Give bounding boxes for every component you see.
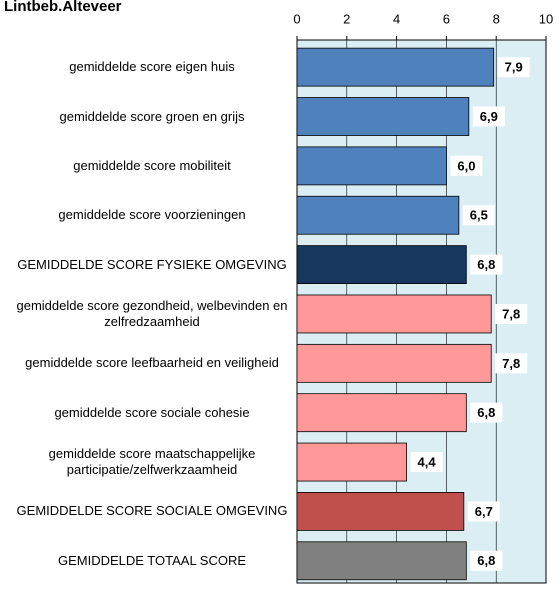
value-label-box — [495, 353, 528, 374]
value-label: 6,7 — [475, 504, 493, 519]
value-label-box — [495, 303, 528, 324]
category-label: GEMIDDELDE SCORE SOCIALE OMGEVING — [16, 503, 288, 519]
category-label: gemiddelde score mobiliteit — [73, 157, 231, 173]
value-label: 6,9 — [480, 109, 498, 124]
value-label-box — [472, 106, 505, 127]
bar — [296, 393, 467, 433]
bar — [296, 541, 467, 581]
value-label-box — [450, 155, 483, 176]
x-tick-label: 8 — [493, 11, 500, 26]
value-label-box — [470, 254, 503, 275]
category-label: GEMIDDELDE TOTAAL SCORE — [57, 552, 247, 568]
value-label: 7,8 — [502, 306, 520, 321]
value-label-box — [470, 402, 503, 423]
chart-title: Lintbeb.Alteveer — [4, 0, 122, 15]
category-label: gemiddelde score maatschappelijke partic… — [48, 446, 256, 478]
value-label: 6,8 — [477, 405, 495, 420]
category-label: gemiddelde score voorzieningen — [58, 207, 246, 223]
value-label-box — [410, 452, 443, 473]
value-label: 7,9 — [505, 60, 523, 75]
bar — [296, 47, 495, 87]
value-label: 7,8 — [502, 356, 520, 371]
category-label: gemiddelde score groen en grijs — [59, 108, 245, 124]
x-tick-label: 0 — [293, 11, 300, 26]
bar — [296, 195, 460, 235]
x-tick-label: 4 — [393, 11, 400, 26]
category-label: GEMIDDELDE SCORE FYSIEKE OMGEVING — [17, 256, 287, 272]
bar — [296, 343, 492, 383]
bar — [296, 294, 492, 334]
value-label-box — [467, 501, 500, 522]
category-label: gemiddelde score leefbaarheid en veiligh… — [25, 355, 279, 371]
value-label: 6,8 — [477, 257, 495, 272]
value-label: 6,8 — [477, 553, 495, 568]
value-label-box — [462, 205, 495, 226]
bar — [296, 97, 470, 136]
x-tick-label: 6 — [443, 11, 450, 26]
value-label-box — [497, 57, 530, 78]
bar — [296, 146, 447, 186]
x-tick-label: 10 — [539, 11, 553, 26]
category-label: gemiddelde score eigen huis — [69, 59, 235, 75]
bar — [296, 245, 467, 285]
value-label: 4,4 — [418, 454, 437, 469]
value-label-box — [470, 550, 503, 571]
category-label: gemiddelde score gezondheid, welbevinden… — [16, 297, 288, 329]
bar — [296, 492, 465, 531]
bar — [296, 442, 407, 482]
value-label: 6,5 — [470, 208, 488, 223]
category-label: gemiddelde score sociale cohesie — [54, 404, 250, 420]
value-label: 6,0 — [457, 158, 475, 173]
x-tick-label: 2 — [343, 11, 350, 26]
